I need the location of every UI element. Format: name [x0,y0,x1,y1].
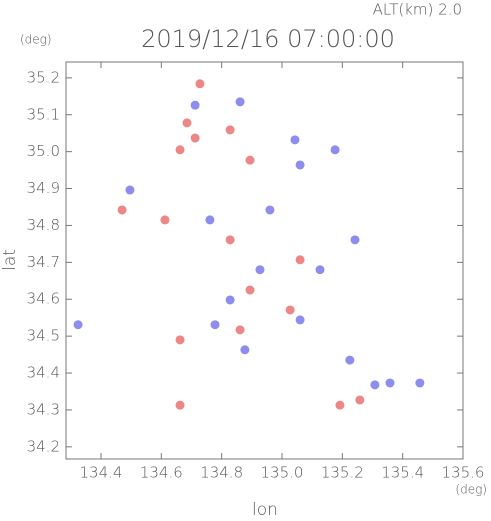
plot-frame [65,61,464,460]
echo-cell [265,205,275,215]
echo-cell [205,215,215,225]
echo-cell [190,133,200,143]
y-tick-label: 35.1 [27,105,60,123]
echo-cell [117,205,127,215]
x-tick-label: 135.6 [442,464,485,482]
echo-cell [245,155,255,165]
chart-title: 2019/12/16 07:00:00 [141,25,395,53]
y-unit: (deg) [20,33,52,47]
echo-cell [330,145,340,155]
y-tick-label: 34.4 [27,364,60,382]
echo-cell [240,345,250,355]
y-tick-label: 34.9 [27,179,60,197]
echo-cell [245,285,255,295]
echo-cell [235,97,245,107]
echo-cell [370,380,380,390]
echo-cell [295,315,305,325]
echo-cell [355,395,365,405]
x-tick-label: 134.6 [140,464,183,482]
echo-cell [195,79,205,89]
y-tick-label: 35.2 [27,68,60,86]
echo-cell [350,235,360,245]
y-tick-label: 35.0 [27,142,60,160]
echo-cell [225,235,235,245]
echo-cell [385,378,395,388]
x-tick-label: 135.2 [321,464,364,482]
subtitle: ALT(km) 2.0 [373,1,462,19]
echo-cell [415,378,425,388]
echo-cell [255,265,265,275]
y-tick-label: 34.5 [27,327,60,345]
y-tick-label: 34.8 [27,216,60,234]
echo-cell [175,145,185,155]
echo-cell [190,100,200,110]
y-axis-title: lat [0,249,20,271]
y-tick-label: 34.7 [27,253,60,271]
echo-cell [345,355,355,365]
x-tick-label: 134.8 [200,464,243,482]
echo-cell [290,135,300,145]
y-tick-label: 34.3 [27,400,60,418]
x-unit: (deg) [455,483,487,497]
x-tick-label: 135.4 [381,464,424,482]
echo-cell [315,265,325,275]
echo-cell [295,255,305,265]
y-tick-label: 34.2 [27,437,60,455]
echo-cell [160,215,170,225]
echo-cell [125,185,135,195]
echo-cell [225,295,235,305]
echo-cell [175,400,185,410]
x-axis-title: lon [252,500,278,520]
y-tick-label: 34.6 [27,290,60,308]
echo-cell [210,320,220,330]
echo-cell [73,320,83,330]
echo-cell [285,305,295,315]
echo-cell [175,335,185,345]
echo-cell [182,118,192,128]
x-tick-label: 135.0 [261,464,304,482]
echo-cell [335,400,345,410]
echo-cell [225,125,235,135]
echo-cell [295,160,305,170]
x-tick-label: 134.4 [80,464,123,482]
echo-cell [235,325,245,335]
